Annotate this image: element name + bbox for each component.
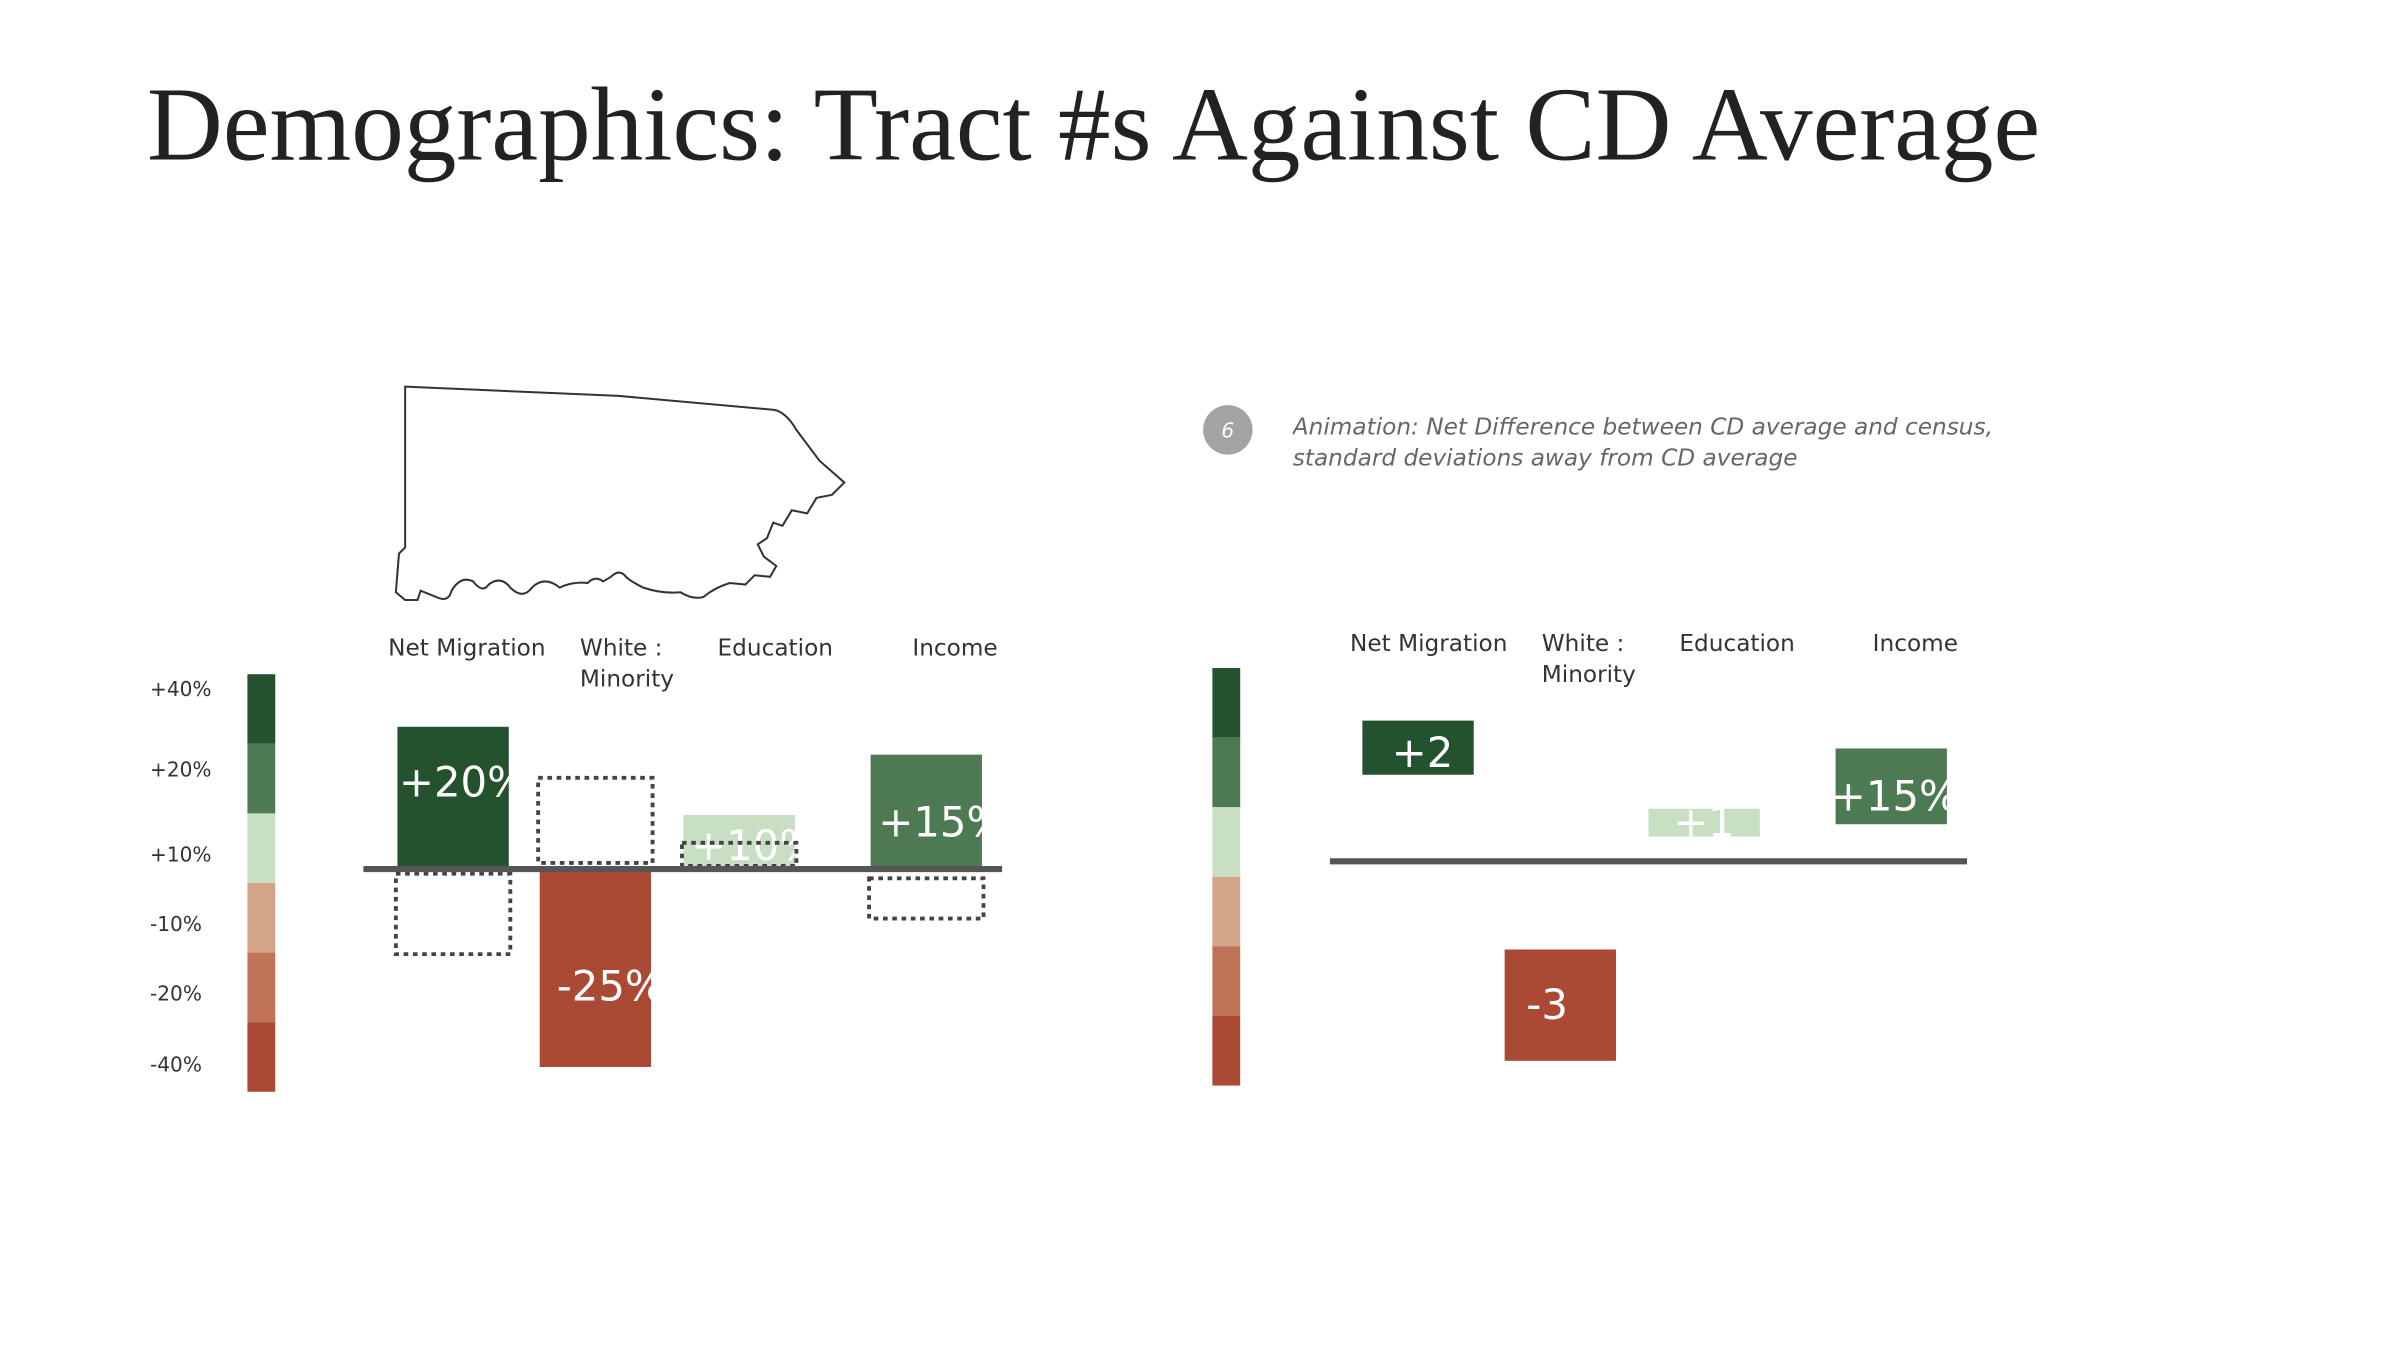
bar-label: +10% <box>691 821 819 870</box>
reference-box <box>867 876 986 921</box>
legend-swatch <box>247 1022 276 1092</box>
charts: +40% +20% +10% -10% -20% -40% Net Migration Whi… <box>150 630 1968 1092</box>
category-label: White : <box>1542 630 1625 657</box>
bar-label: +15% <box>878 798 1006 847</box>
slide-title: Demographics: Tract #s Against CD Averag… <box>147 65 2040 182</box>
note-badge <box>1203 405 1253 455</box>
category-label: Minority <box>580 666 674 693</box>
category-label: Income <box>1873 630 1958 657</box>
bar-label: +15% <box>1831 771 1959 820</box>
note-box: Animation: Net Difference between CD ave… <box>1292 412 1993 472</box>
bar-label: +20% <box>399 757 527 806</box>
legend-swatch <box>1212 737 1241 808</box>
bar <box>1504 949 1616 1061</box>
category-label: Income <box>912 635 997 662</box>
bar-label: -25% <box>557 962 665 1011</box>
bar <box>870 754 982 870</box>
note-text: Animation: Net Difference between CD ave… <box>1292 412 1993 472</box>
legend-swatch <box>247 674 276 744</box>
legend-label: -20% <box>150 982 202 1006</box>
legend-swatch <box>247 743 276 814</box>
legend-label: +10% <box>150 842 212 866</box>
legend-swatch <box>247 813 276 883</box>
bar-label: -3 <box>1526 980 1568 1029</box>
category-label: Education <box>718 635 833 662</box>
bar-label: +2 <box>1392 728 1454 777</box>
legend-label: +20% <box>150 757 212 781</box>
legend-swatch <box>1212 876 1241 947</box>
legend-swatch <box>1212 668 1241 738</box>
district-outline <box>394 385 846 602</box>
bar <box>1835 748 1947 825</box>
category-label: White : <box>580 635 663 662</box>
note-number: 6 <box>1221 419 1234 443</box>
category-label: Education <box>1679 630 1794 657</box>
legend-swatch <box>247 952 276 1023</box>
bar <box>397 726 509 870</box>
legend-label: +40% <box>150 677 212 701</box>
category-label: Net Migration <box>388 635 545 662</box>
legend-swatch <box>1212 946 1241 1016</box>
legend-swatch <box>1212 807 1241 877</box>
legend-label: -10% <box>150 912 202 936</box>
bar-label: +1 <box>1673 798 1735 847</box>
category-label: Net Migration <box>1350 630 1507 657</box>
reference-box <box>393 871 513 957</box>
bar <box>1362 720 1474 775</box>
legend-swatch <box>1212 1015 1241 1086</box>
reference-box <box>536 775 655 865</box>
bar <box>539 870 652 1068</box>
category-label: Minority <box>1542 661 1636 688</box>
legend-label: -40% <box>150 1053 202 1077</box>
legend-swatch <box>247 882 276 953</box>
bar <box>1648 808 1760 837</box>
